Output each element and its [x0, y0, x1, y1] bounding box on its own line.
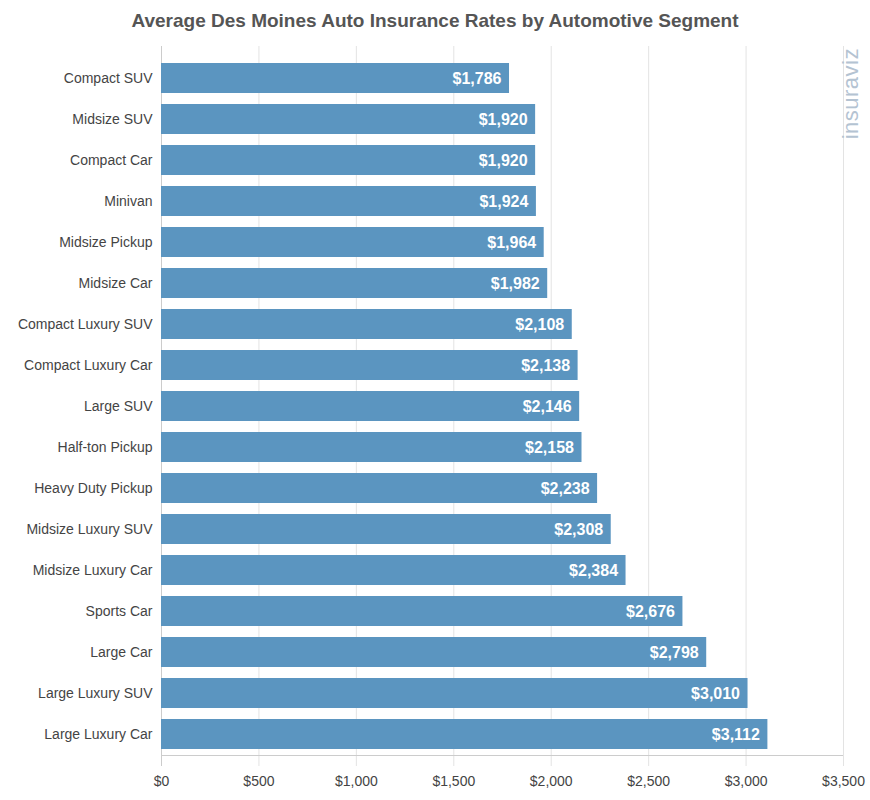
svg-text:$2,676: $2,676	[626, 603, 675, 620]
svg-text:$1,982: $1,982	[491, 275, 540, 292]
svg-text:$2,798: $2,798	[650, 644, 699, 661]
svg-text:$1,786: $1,786	[453, 70, 502, 87]
svg-text:$2,238: $2,238	[541, 480, 590, 497]
svg-text:$2,000: $2,000	[530, 773, 573, 789]
svg-text:Large Luxury SUV: Large Luxury SUV	[38, 685, 153, 701]
svg-text:Compact Luxury Car: Compact Luxury Car	[24, 357, 153, 373]
svg-text:Large SUV: Large SUV	[84, 398, 153, 414]
svg-text:$2,158: $2,158	[525, 439, 574, 456]
svg-text:Midsize Car: Midsize Car	[79, 275, 153, 291]
svg-text:$0: $0	[154, 773, 170, 789]
svg-text:$2,146: $2,146	[523, 398, 572, 415]
svg-text:Heavy Duty Pickup: Heavy Duty Pickup	[34, 480, 152, 496]
svg-text:$2,384: $2,384	[569, 562, 618, 579]
svg-text:$1,000: $1,000	[335, 773, 378, 789]
svg-text:$2,500: $2,500	[627, 773, 670, 789]
svg-text:$1,924: $1,924	[479, 193, 528, 210]
svg-text:$2,108: $2,108	[515, 316, 564, 333]
svg-text:Compact Car: Compact Car	[70, 152, 153, 168]
svg-text:$3,010: $3,010	[691, 685, 740, 702]
svg-text:Midsize Luxury SUV: Midsize Luxury SUV	[26, 521, 153, 537]
html-text:insuraviz: insuraviz	[838, 48, 863, 140]
svg-text:$3,500: $3,500	[822, 773, 865, 789]
svg-text:$1,920: $1,920	[479, 111, 528, 128]
svg-text:Midsize SUV: Midsize SUV	[72, 111, 153, 127]
svg-text:Sports Car: Sports Car	[86, 603, 153, 619]
svg-text:$3,000: $3,000	[725, 773, 768, 789]
svg-text:Midsize Luxury Car: Midsize Luxury Car	[33, 562, 153, 578]
svg-text:$1,964: $1,964	[487, 234, 536, 251]
html-text:Average Des Moines Auto Insura: Average Des Moines Auto Insurance Rates …	[131, 10, 739, 31]
svg-text:Large Luxury Car: Large Luxury Car	[44, 726, 153, 742]
svg-text:$2,308: $2,308	[554, 521, 603, 538]
svg-text:$1,500: $1,500	[432, 773, 475, 789]
svg-text:$1,920: $1,920	[479, 152, 528, 169]
svg-text:$2,138: $2,138	[521, 357, 570, 374]
svg-text:$3,112: $3,112	[712, 726, 760, 743]
svg-text:Compact Luxury SUV: Compact Luxury SUV	[18, 316, 153, 332]
svg-text:Large Car: Large Car	[90, 644, 153, 660]
svg-text:Compact SUV: Compact SUV	[64, 70, 153, 86]
svg-text:$500: $500	[243, 773, 274, 789]
svg-text:Midsize Pickup: Midsize Pickup	[59, 234, 153, 250]
svg-text:Half-ton Pickup: Half-ton Pickup	[58, 439, 153, 455]
svg-text:Minivan: Minivan	[104, 193, 152, 209]
